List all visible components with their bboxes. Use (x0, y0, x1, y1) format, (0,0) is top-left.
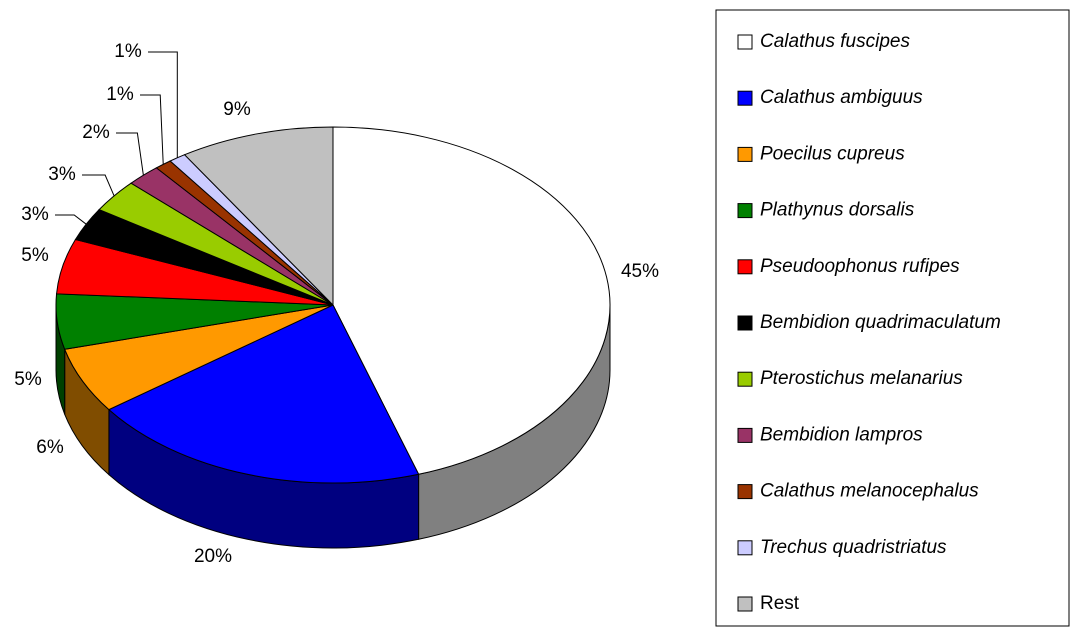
leader-line (55, 214, 87, 225)
legend-box (715, 9, 1070, 627)
legend-label: Pterostichus melanarius (760, 368, 963, 389)
pie-slice (332, 126, 611, 475)
data-label: 45% (621, 261, 659, 282)
pie-slice (183, 126, 334, 307)
data-label: 6% (36, 437, 64, 458)
legend-swatch (737, 371, 753, 387)
legend-label: Pseudoophonus rufipes (760, 256, 960, 277)
legend-swatch (737, 427, 753, 443)
legend-label: Trechus quadristriatus (760, 537, 947, 558)
legend-label: Bembidion quadrimaculatum (760, 312, 1001, 333)
leader-line (116, 132, 144, 176)
legend-swatch (737, 484, 753, 500)
legend-swatch (737, 90, 753, 106)
leader-line (140, 94, 164, 165)
data-label: 5% (14, 369, 42, 390)
leader-line (82, 174, 115, 197)
data-label: 20% (194, 546, 232, 567)
legend-label: Rest (760, 593, 800, 614)
legend-label: Bembidion lampros (760, 424, 923, 445)
legend-swatch (737, 315, 753, 331)
pie-slice (107, 304, 420, 484)
legend-label: Calathus fuscipes (760, 31, 910, 52)
legend-label: Poecilus cupreus (760, 143, 905, 164)
leader-line (148, 51, 178, 158)
legend-swatch (737, 146, 753, 162)
legend-swatch (737, 596, 753, 612)
legend-label: Plathynus dorsalis (760, 200, 915, 221)
legend-label: Calathus melanocephalus (760, 481, 979, 502)
legend-swatch (737, 34, 753, 50)
data-label: 5% (21, 245, 49, 266)
data-label: 1% (114, 41, 142, 62)
data-label: 3% (48, 164, 76, 185)
data-label: 2% (82, 122, 110, 143)
legend-swatch (737, 259, 753, 275)
legend-swatch (737, 203, 753, 219)
legend-label: Calathus ambiguus (760, 87, 923, 108)
data-label: 1% (106, 84, 134, 105)
data-label: 9% (223, 99, 251, 120)
data-label: 3% (21, 204, 49, 225)
legend-swatch (737, 540, 753, 556)
